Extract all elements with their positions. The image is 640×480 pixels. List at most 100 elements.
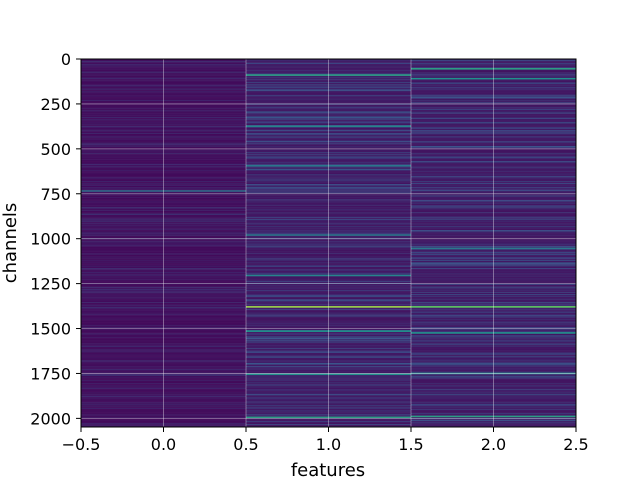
heatmap-cell	[81, 70, 246, 72]
heatmap-cell	[411, 202, 576, 204]
heatmap-cell	[81, 394, 246, 396]
heatmap-cell	[81, 231, 246, 233]
heatmap-cell	[411, 225, 576, 227]
heatmap-cell	[246, 143, 411, 145]
heatmap-cell	[81, 238, 246, 240]
heatmap-cell	[411, 314, 576, 316]
heatmap-cell	[81, 373, 246, 375]
heatmap-cell	[246, 419, 411, 421]
heatmap-cell	[411, 319, 576, 321]
heatmap-cell	[411, 198, 576, 200]
heatmap-cell	[246, 91, 411, 93]
heatmap-cell	[246, 81, 411, 83]
heatmap-cell	[246, 264, 411, 266]
heatmap-cell	[246, 261, 411, 263]
heatmap-cell	[246, 178, 411, 180]
heatmap-cell	[81, 373, 246, 375]
heatmap-cell	[411, 102, 576, 104]
heatmap-cell	[246, 323, 411, 325]
heatmap-cell	[81, 164, 246, 166]
heatmap-cell	[81, 206, 246, 208]
heatmap-cell	[246, 174, 411, 176]
heatmap-cell	[246, 209, 411, 211]
heatmap-cell	[411, 244, 576, 246]
heatmap-cell	[246, 114, 411, 116]
heatmap-cell	[246, 127, 411, 129]
heatmap-cell	[411, 230, 576, 232]
heatmap-cell	[81, 368, 246, 370]
heatmap-cell	[411, 368, 576, 370]
heatmap-cell	[246, 238, 411, 240]
heatmap-cell	[246, 204, 411, 206]
heatmap-cell	[246, 225, 411, 227]
heatmap-cell	[411, 337, 576, 339]
heatmap-cell	[246, 76, 411, 78]
heatmap-cell	[411, 158, 576, 160]
heatmap-cell	[411, 85, 576, 87]
heatmap-cell	[81, 177, 246, 179]
heatmap-cell	[246, 98, 411, 100]
heatmap-cell	[81, 165, 246, 167]
heatmap-cell	[411, 419, 576, 421]
heatmap-cell	[246, 256, 411, 258]
heatmap-cell	[411, 263, 576, 265]
x-tick-label: 2.0	[481, 435, 506, 454]
heatmap-cell	[411, 423, 576, 425]
heatmap-cell	[411, 164, 576, 166]
heatmap-cell	[81, 318, 246, 320]
heatmap-cell	[246, 284, 411, 286]
heatmap-cell	[411, 340, 576, 342]
heatmap-cell	[411, 148, 576, 150]
heatmap-cell	[411, 143, 576, 145]
heatmap-cell	[411, 341, 576, 343]
heatmap-cell	[246, 421, 411, 423]
heatmap-cell	[246, 158, 411, 160]
heatmap-cell	[81, 152, 246, 154]
heatmap-cell	[81, 133, 246, 135]
heatmap-cell	[246, 189, 411, 191]
heatmap-cell	[411, 126, 576, 128]
heatmap-cell	[81, 305, 246, 307]
heatmap-cell	[411, 96, 576, 98]
heatmap-cell	[81, 271, 246, 273]
heatmap-cell	[246, 135, 411, 137]
heatmap-cell	[246, 110, 411, 112]
heatmap-cell	[411, 267, 576, 269]
heatmap-cell	[81, 180, 246, 182]
heatmap-cell	[246, 76, 411, 78]
heatmap-cell	[411, 208, 576, 210]
heatmap-cell	[246, 212, 411, 214]
heatmap-cell	[411, 103, 576, 105]
heatmap-cell	[246, 263, 411, 265]
heatmap-cell	[246, 95, 411, 97]
heatmap-cell	[81, 281, 246, 283]
heatmap-cell	[411, 84, 576, 86]
heatmap-cell	[246, 272, 411, 274]
heatmap-cell	[411, 154, 576, 156]
heatmap-cell	[411, 299, 576, 301]
x-tick-label: 0.5	[233, 435, 258, 454]
heatmap-cell	[246, 73, 411, 75]
heatmap-cell	[411, 345, 576, 347]
heatmap-cell	[246, 289, 411, 291]
heatmap-cell	[411, 359, 576, 361]
heatmap-cell	[411, 136, 576, 138]
heatmap-cell	[411, 196, 576, 198]
heatmap-cell	[411, 109, 576, 111]
heatmap-cell	[411, 391, 576, 393]
heatmap-cell	[246, 286, 411, 288]
heatmap-cell	[246, 70, 411, 72]
heatmap-cell	[411, 329, 576, 331]
heatmap-cell	[246, 148, 411, 150]
heatmap-cell	[246, 371, 411, 373]
heatmap-cell	[411, 384, 576, 386]
heatmap-cell	[411, 336, 576, 338]
heatmap-cell	[411, 220, 576, 222]
heatmap-cell	[246, 326, 411, 328]
heatmap-cell	[81, 243, 246, 245]
heatmap-cell	[81, 232, 246, 234]
heatmap-cell	[411, 367, 576, 369]
heatmap-cell	[246, 318, 411, 320]
heatmap-cell	[81, 97, 246, 99]
heatmap-cell	[81, 258, 246, 260]
